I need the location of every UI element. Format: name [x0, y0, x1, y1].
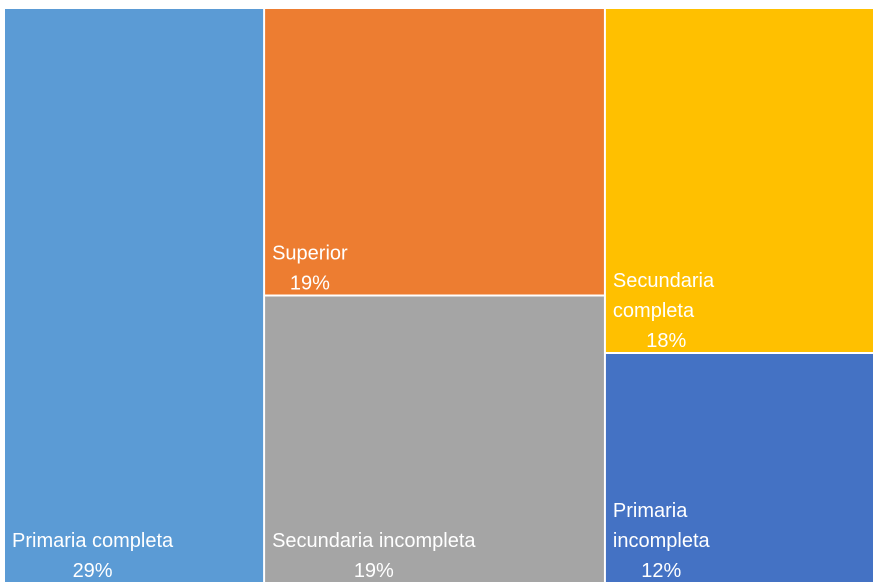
- tile-label: Secundaria completa: [613, 270, 720, 322]
- treemap-tile: [605, 9, 873, 352]
- tile-label: Superior: [272, 243, 348, 265]
- tile-value-label: 12%: [641, 560, 681, 582]
- treemap-tile: [605, 354, 873, 582]
- tile-value-label: 29%: [73, 560, 113, 582]
- treemap-tile: [265, 296, 604, 582]
- tile-label: Secundaria incompleta: [272, 530, 476, 552]
- tile-value-label: 19%: [290, 273, 330, 295]
- treemap-tile: [5, 9, 264, 582]
- treemap-tile: [265, 9, 604, 295]
- tile-value-label: 18%: [646, 330, 686, 352]
- tile-label: Primaria incompleta: [613, 500, 711, 552]
- tile-value-label: 19%: [354, 560, 394, 582]
- tile-label: Primaria completa: [12, 530, 174, 552]
